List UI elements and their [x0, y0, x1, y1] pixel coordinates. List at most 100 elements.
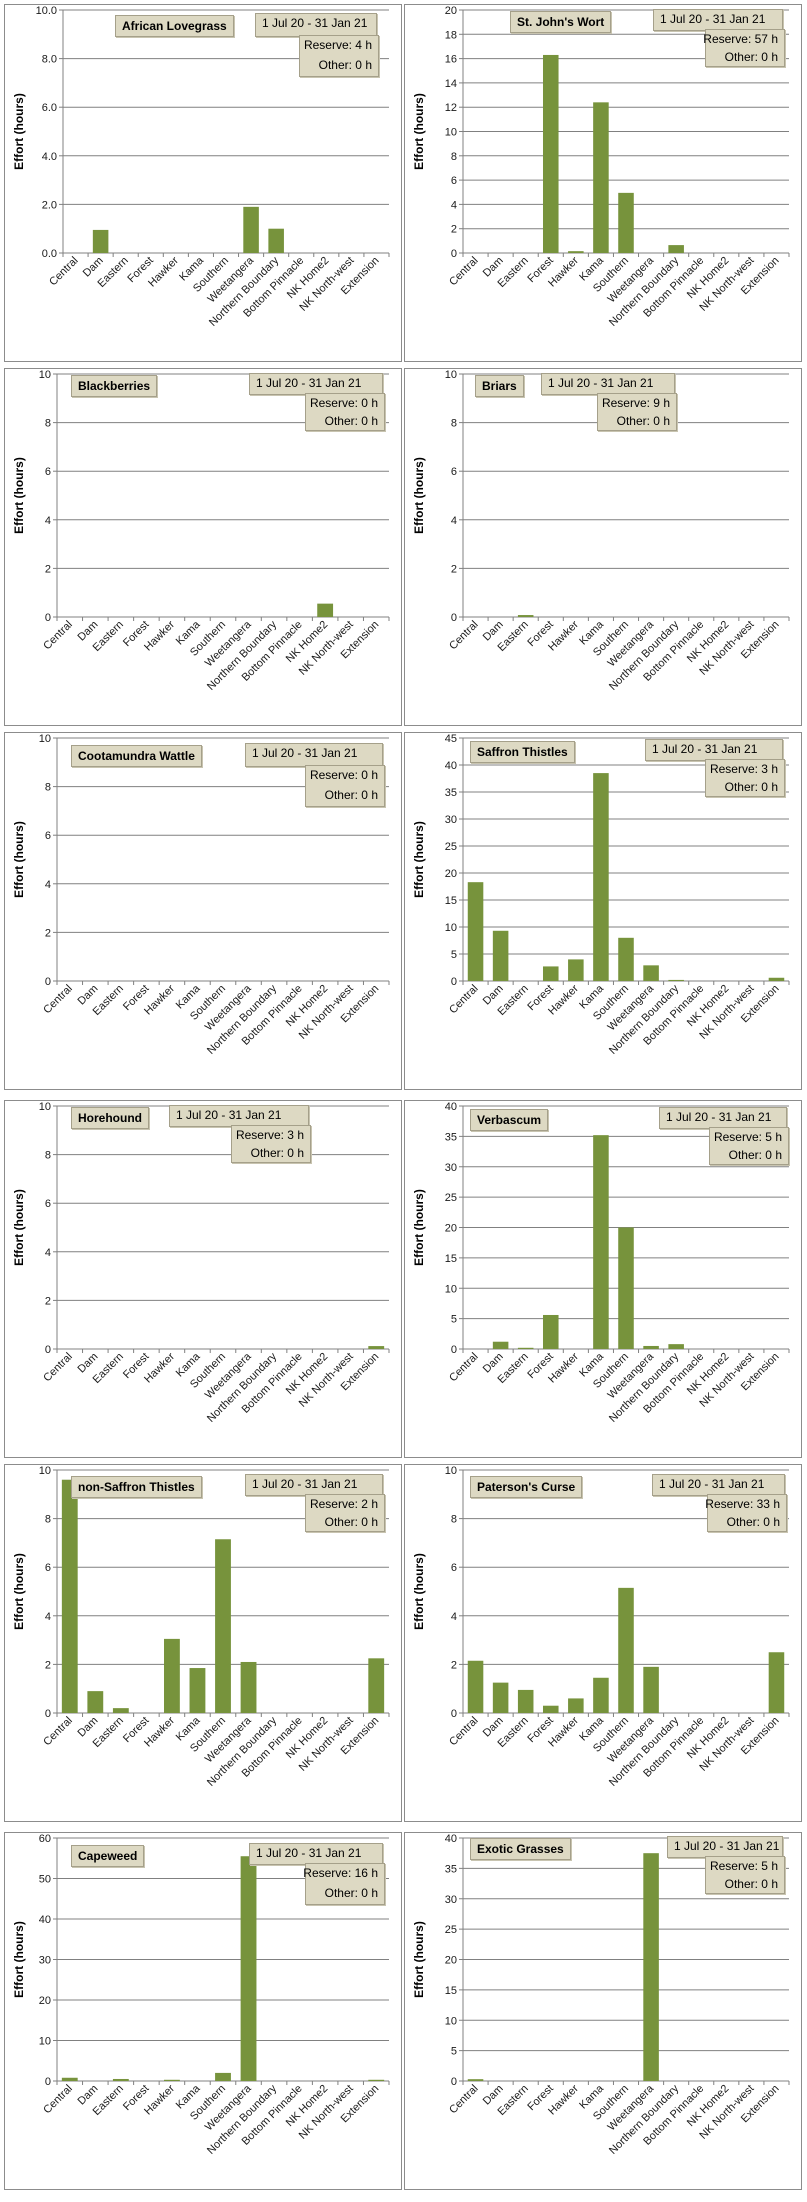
- y-tick-label: 45: [445, 733, 457, 745]
- bar: [87, 1691, 104, 1713]
- bar: [215, 1539, 231, 1713]
- bar: [593, 1677, 609, 1713]
- hours-summary-box: Reserve: 3 h Other: 0 h: [231, 1125, 311, 1163]
- y-tick-label: 25: [445, 841, 457, 853]
- bar: [61, 1479, 78, 1713]
- bar: [668, 979, 684, 981]
- chart-title: Verbascum: [470, 1109, 549, 1131]
- bar: [643, 1345, 659, 1349]
- y-tick-label: 20: [445, 1223, 457, 1235]
- y-tick-label: 2: [45, 927, 51, 939]
- hours-summary-box: Reserve: 5 h Other: 0 h: [705, 1856, 785, 1894]
- hours-summary-box: Reserve: 57 h Other: 0 h: [703, 29, 785, 67]
- y-tick-label: 10: [445, 2015, 457, 2027]
- reserve-hours-label: Reserve: 2 h: [309, 1497, 378, 1511]
- bar: [189, 1668, 206, 1713]
- chart-panel: 0 2 4 6 8 10 Central Dam Eastern Forest Hawker Kama…: [4, 1100, 402, 1458]
- y-tick-label: 4: [451, 515, 457, 527]
- bar: [215, 2072, 231, 2081]
- bar: [517, 1347, 534, 1349]
- bar: [467, 1660, 484, 1713]
- date-range-box: 1 Jul 20 - 31 Jan 21: [541, 373, 675, 395]
- other-hours-label: Other: 0 h: [728, 1148, 782, 1162]
- reserve-hours-label: Reserve: 57 h: [703, 32, 778, 46]
- chart-title: Exotic Grasses: [470, 1838, 571, 1860]
- y-tick-label: 8.0: [42, 54, 57, 66]
- date-range-label: 1 Jul 20 - 31 Jan 21: [256, 376, 362, 390]
- chart-panel: 0 5 10 15 20 25 30 35 40 45 Central Dam Eastern Fores…: [404, 732, 802, 1090]
- bar: [643, 1853, 659, 2081]
- date-range-box: 1 Jul 20 - 31 Jan 21: [249, 373, 383, 395]
- date-range-label: 1 Jul 20 - 31 Jan 21: [256, 1846, 362, 1860]
- y-tick-label: 8: [45, 782, 51, 794]
- y-tick-label: 8: [45, 418, 51, 430]
- bar: [768, 977, 785, 981]
- reserve-hours-label: Reserve: 9 h: [601, 396, 670, 410]
- hours-summary-box: Reserve: 3 h Other: 0 h: [705, 759, 785, 797]
- bar: [568, 251, 584, 253]
- chart-panel: 0 10 20 30 40 50 60 Central Dam Eastern Forest Hawk…: [4, 1832, 402, 2190]
- bar: [92, 229, 109, 253]
- bar: [317, 603, 334, 617]
- y-axis-label: Effort (hours): [412, 821, 426, 898]
- date-range-label: 1 Jul 20 - 31 Jan 21: [659, 1477, 765, 1491]
- bar: [467, 2079, 484, 2081]
- y-tick-label: 18: [445, 29, 457, 41]
- date-range-box: 1 Jul 20 - 31 Jan 21: [245, 743, 383, 767]
- reserve-hours-label: Reserve: 5 h: [709, 1859, 778, 1873]
- y-tick-label: 8: [451, 1514, 457, 1526]
- y-tick-label: 16: [445, 54, 457, 66]
- y-tick-label: 40: [39, 1914, 51, 1926]
- y-tick-label: 6: [45, 1562, 51, 1574]
- y-tick-label: 20: [445, 5, 457, 17]
- bar: [112, 1708, 129, 1713]
- bar: [768, 1652, 785, 1713]
- bar: [368, 2079, 385, 2081]
- chart-title: Horehound: [71, 1107, 149, 1129]
- y-axis-label: Effort (hours): [12, 1553, 26, 1630]
- y-tick-label: 6: [451, 1562, 457, 1574]
- y-tick-label: 60: [39, 1833, 51, 1845]
- chart-panel: 0 5 10 15 20 25 30 35 40 Central Dam Eastern Forest H…: [404, 1832, 802, 2190]
- hours-summary-box: Reserve: 4 h Other: 0 h: [299, 35, 379, 77]
- bar: [517, 615, 534, 617]
- bar: [164, 2079, 180, 2081]
- y-tick-label: 0: [45, 612, 51, 624]
- y-tick-label: 2: [45, 1659, 51, 1671]
- bar: [618, 1227, 634, 1349]
- bar: [568, 1698, 584, 1713]
- date-range-box: 1 Jul 20 - 31 Jan 21: [653, 9, 783, 31]
- y-tick-label: 40: [445, 760, 457, 772]
- y-tick-label: 6.0: [42, 102, 57, 114]
- other-hours-label: Other: 0 h: [616, 414, 670, 428]
- bar: [368, 1658, 385, 1713]
- other-hours-label: Other: 0 h: [250, 1146, 304, 1160]
- other-hours-label: Other: 0 h: [726, 1515, 780, 1529]
- bar: [112, 2078, 129, 2081]
- hours-summary-box: Reserve: 0 h Other: 0 h: [305, 765, 385, 807]
- date-range-box: 1 Jul 20 - 31 Jan 21: [652, 1474, 785, 1496]
- y-tick-label: 0: [45, 2076, 51, 2088]
- y-tick-label: 35: [445, 1131, 457, 1143]
- y-tick-label: 10.0: [36, 5, 57, 17]
- y-axis-label: Effort (hours): [412, 457, 426, 534]
- y-tick-label: 40: [445, 1833, 457, 1845]
- date-range-box: 1 Jul 20 - 31 Jan 21: [255, 13, 377, 37]
- y-tick-label: 4: [45, 879, 51, 891]
- hours-summary-box: Reserve: 2 h Other: 0 h: [305, 1494, 385, 1532]
- reserve-hours-label: Reserve: 33 h: [705, 1497, 780, 1511]
- reserve-hours-label: Reserve: 4 h: [303, 38, 372, 52]
- bar: [568, 959, 584, 981]
- y-tick-label: 35: [445, 787, 457, 799]
- other-hours-label: Other: 0 h: [724, 780, 778, 794]
- y-tick-label: 20: [39, 1995, 51, 2007]
- hours-summary-box: Reserve: 5 h Other: 0 h: [709, 1127, 789, 1165]
- reserve-hours-label: Reserve: 3 h: [235, 1128, 304, 1142]
- y-axis-label: Effort (hours): [12, 1189, 26, 1266]
